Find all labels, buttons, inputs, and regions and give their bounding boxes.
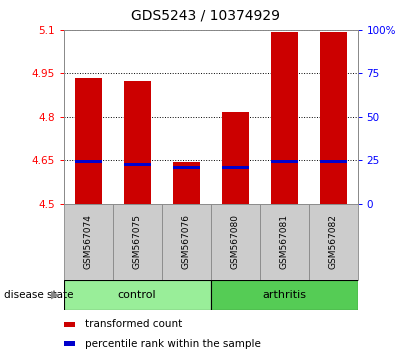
Bar	[64, 341, 76, 346]
Text: GDS5243 / 10374929: GDS5243 / 10374929	[131, 9, 280, 23]
Bar	[320, 32, 346, 204]
Text: GSM567081: GSM567081	[279, 214, 289, 269]
Text: GSM567076: GSM567076	[182, 214, 191, 269]
Text: ▶: ▶	[51, 290, 60, 300]
Text: GSM567075: GSM567075	[133, 214, 142, 269]
Bar	[162, 204, 211, 280]
Bar	[260, 204, 309, 280]
Bar	[64, 321, 76, 327]
Bar	[211, 204, 260, 280]
Text: GSM567074: GSM567074	[84, 214, 93, 269]
Bar	[173, 162, 200, 204]
Text: disease state: disease state	[4, 290, 74, 300]
Bar	[124, 163, 151, 166]
Bar	[222, 113, 249, 204]
Text: arthritis: arthritis	[262, 290, 306, 300]
Bar	[75, 160, 102, 163]
Bar	[113, 204, 162, 280]
Text: GSM567082: GSM567082	[328, 214, 337, 269]
Bar	[320, 160, 346, 163]
Bar	[222, 166, 249, 169]
Bar	[124, 81, 151, 204]
Bar	[270, 32, 298, 204]
Bar	[75, 78, 102, 204]
Text: transformed count: transformed count	[85, 319, 182, 329]
Bar	[173, 166, 200, 169]
Text: percentile rank within the sample: percentile rank within the sample	[85, 339, 261, 349]
Bar	[64, 280, 210, 310]
Bar	[211, 280, 358, 310]
Bar	[309, 204, 358, 280]
Bar	[64, 204, 113, 280]
Text: control: control	[118, 290, 157, 300]
Bar	[270, 160, 298, 163]
Text: GSM567080: GSM567080	[231, 214, 240, 269]
